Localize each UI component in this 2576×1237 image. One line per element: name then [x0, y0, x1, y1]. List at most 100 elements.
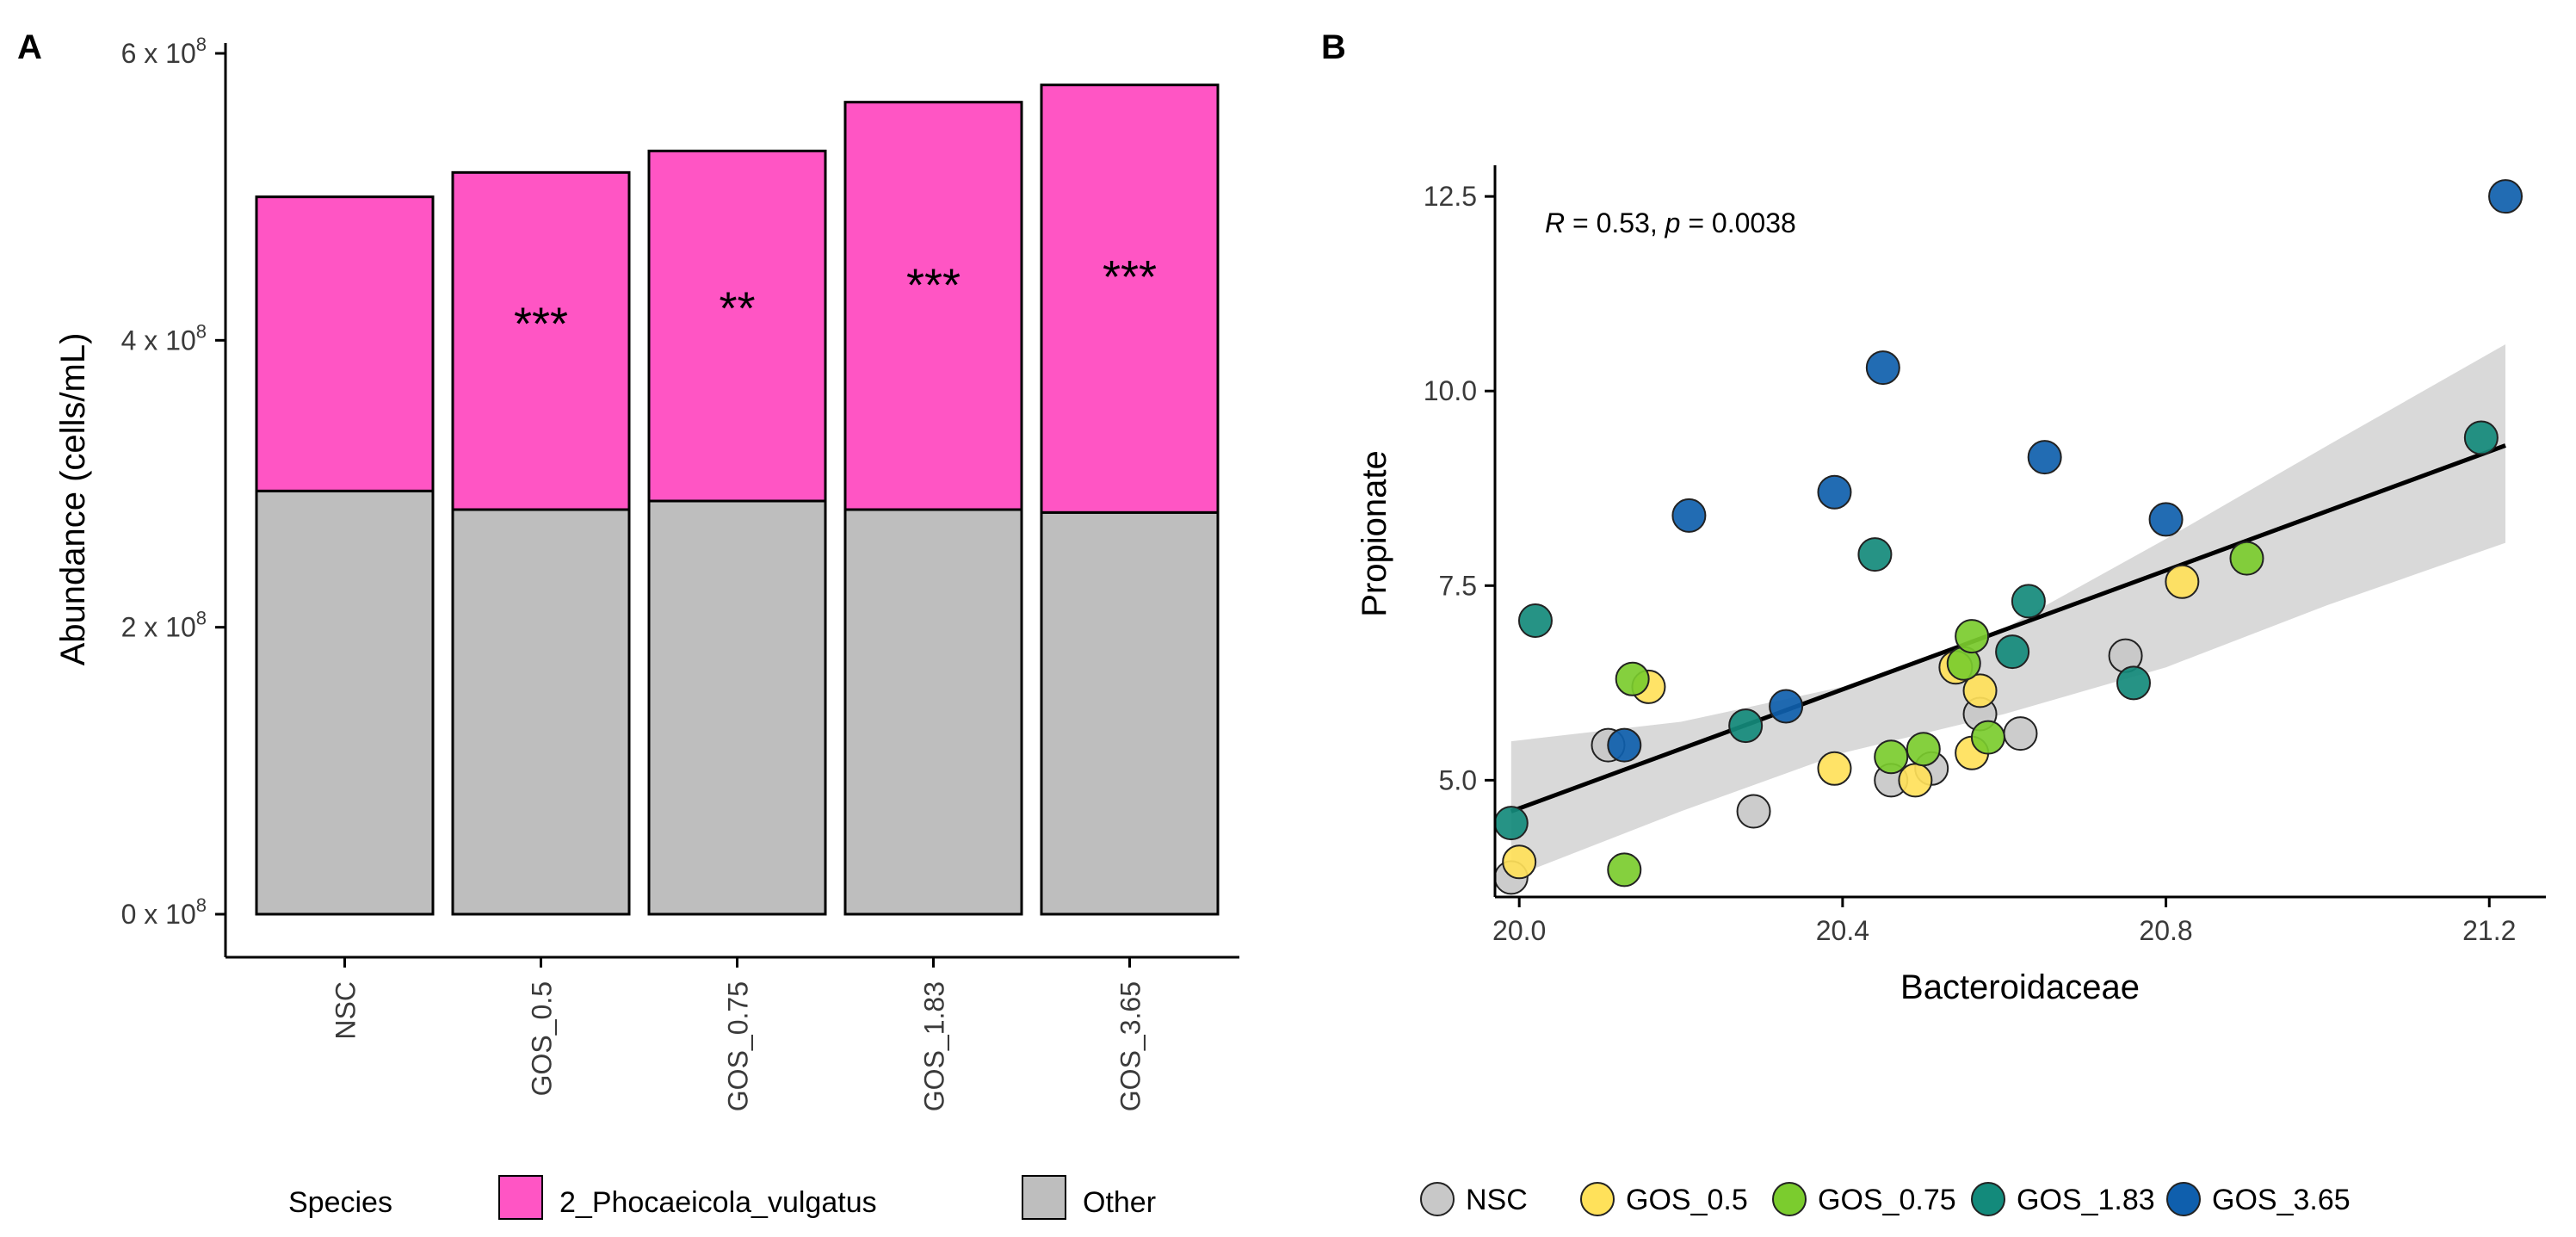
- bar-gos-3-65-other: [1040, 510, 1220, 916]
- b-y-ticks: 5.0 7.5 10.0 12.5: [1424, 181, 1495, 795]
- b-y-tick-label: 7.5: [1439, 570, 1477, 601]
- b-regression-line: [1510, 443, 2506, 813]
- point-gos-1-83: [2116, 665, 2151, 701]
- bar-nsc-other: [255, 489, 435, 916]
- b-r-label: R: [1545, 207, 1565, 238]
- point-gos-0-75: [2229, 541, 2264, 576]
- sig-label-gos-0-5: ***: [514, 299, 568, 350]
- b-p-label: p: [1665, 207, 1681, 238]
- point-gos-3-65: [1865, 350, 1900, 386]
- bar-gos-0-75-phocaeicola: [647, 149, 827, 503]
- b-p-value: = 0.0038: [1680, 207, 1795, 238]
- point-gos-3-65: [1817, 474, 1852, 510]
- bar-gos-3-65-phocaeicola: [1040, 83, 1220, 514]
- b-legend-label-gos-3-65: GOS_3.65: [2212, 1184, 2351, 1216]
- b-legend: NSC GOS_0.5 GOS_0.75 GOS_1.83 GOS_3.65: [1420, 1182, 2351, 1216]
- b-legend-marker-gos-0-75: [1772, 1182, 1807, 1216]
- point-gos-1-83: [1493, 806, 1529, 841]
- point-gos-1-83: [2463, 420, 2499, 455]
- a-y-tick-label: 4 x 108: [121, 320, 207, 356]
- point-gos-1-83: [1995, 634, 2030, 670]
- b-x-tick-label: 20.8: [2139, 915, 2192, 946]
- point-gos-1-83: [1517, 603, 1553, 638]
- point-gos-3-65: [1769, 689, 1804, 724]
- a-y-axis-title: Abundance (cells/mL): [54, 333, 92, 666]
- a-legend-label-other: Other: [1083, 1186, 1156, 1219]
- a-legend-swatch-other: [1022, 1175, 1066, 1220]
- b-legend-marker-nsc: [1420, 1182, 1455, 1216]
- point-nsc: [1736, 794, 1771, 829]
- point-gos-1-83: [2011, 584, 2046, 619]
- point-gos-0-5: [1502, 844, 1537, 880]
- point-gos-0-75: [1607, 852, 1642, 888]
- point-gos-0-75: [1970, 720, 2005, 755]
- a-y-tick-label: 0 x 108: [121, 894, 207, 930]
- a-legend: Species 2_Phocaeicola_vulgatus Other: [288, 1175, 1156, 1220]
- point-gos-0-5: [2165, 564, 2200, 599]
- b-legend-marker-gos-1-83: [1971, 1182, 2005, 1216]
- point-gos-0-75: [1955, 619, 1990, 654]
- b-r-value: = 0.53,: [1565, 207, 1665, 238]
- b-x-ticks: 20.0 20.4 20.8 21.2: [1492, 897, 2516, 946]
- b-y-axis-title: Propionate: [1356, 450, 1393, 616]
- a-legend-swatch-phocaeicola: [498, 1175, 543, 1220]
- a-x-tick-label: GOS_0.5: [527, 981, 558, 1096]
- a-y-tick-label: 2 x 108: [121, 608, 207, 643]
- a-y-tick-label: 6 x 108: [121, 34, 207, 69]
- panel-b-scatter-plot: 5.0 7.5 10.0 12.5 20.0 20.4 20.8 21.2 Bacteroi…: [1356, 165, 2546, 1216]
- sig-label-gos-0-75: **: [719, 282, 755, 334]
- point-gos-3-65: [1671, 498, 1707, 533]
- b-legend-label-gos-1-83: GOS_1.83: [2017, 1184, 2155, 1216]
- a-x-tick-label: GOS_3.65: [1115, 981, 1146, 1111]
- bar-gos-0-5-phocaeicola: [451, 170, 631, 511]
- bar-nsc-phocaeicola: [255, 195, 435, 492]
- bar-gos-0-5-other: [451, 508, 631, 916]
- b-y-tick-label: 12.5: [1424, 181, 1477, 212]
- b-x-tick-label: 21.2: [2462, 915, 2516, 946]
- a-x-tick-label: GOS_1.83: [919, 981, 950, 1111]
- b-x-tick-label: 20.4: [1816, 915, 1869, 946]
- point-nsc: [2003, 716, 2038, 751]
- point-gos-0-5: [1898, 763, 1933, 798]
- bar-gos-1-83-other: [843, 508, 1023, 916]
- a-significance-labels: *** ** *** ***: [514, 251, 1157, 349]
- b-legend-marker-gos-0-5: [1580, 1182, 1615, 1216]
- a-legend-title: Species: [288, 1186, 392, 1219]
- a-x-tick-label: GOS_0.75: [723, 981, 754, 1111]
- panel-b-letter: B: [1321, 28, 1346, 66]
- point-gos-0-5: [1817, 751, 1852, 786]
- point-gos-3-65: [2488, 179, 2523, 214]
- a-x-ticks: NSC GOS_0.5 GOS_0.75 GOS_1.83 GOS_3.65: [330, 957, 1146, 1111]
- panel-a-letter: A: [17, 28, 42, 66]
- point-gos-1-83: [1857, 537, 1893, 572]
- b-y-tick-label: 10.0: [1424, 375, 1477, 406]
- b-y-tick-label: 5.0: [1439, 764, 1477, 795]
- a-x-tick-label: NSC: [330, 981, 361, 1040]
- bar-gos-1-83-phocaeicola: [843, 101, 1023, 511]
- point-gos-3-65: [2027, 440, 2062, 475]
- b-confidence-band: [1510, 344, 2505, 878]
- sig-label-gos-1-83: ***: [906, 260, 961, 312]
- point-gos-3-65: [2148, 502, 2184, 537]
- point-gos-0-75: [1615, 661, 1650, 696]
- a-bars: [255, 83, 1220, 916]
- b-legend-label-gos-0-75: GOS_0.75: [1818, 1184, 1956, 1216]
- a-legend-label-phocaeicola: 2_Phocaeicola_vulgatus: [559, 1186, 877, 1219]
- b-x-axis-title: Bacteroidaceae: [1900, 968, 2140, 1006]
- b-legend-label-nsc: NSC: [1466, 1184, 1528, 1216]
- point-gos-0-75: [1874, 739, 1909, 775]
- point-gos-0-75: [1906, 732, 1941, 767]
- point-gos-3-65: [1607, 727, 1642, 763]
- b-correlation-annotation: R = 0.53, p = 0.0038: [1545, 207, 1796, 238]
- b-legend-marker-gos-3-65: [2166, 1182, 2201, 1216]
- point-gos-0-5: [1962, 673, 1998, 708]
- b-legend-label-gos-0-5: GOS_0.5: [1626, 1184, 1748, 1216]
- a-y-ticks: 0 x 108 2 x 108 4 x 108 6 x 108: [121, 34, 225, 930]
- b-x-tick-label: 20.0: [1492, 915, 1546, 946]
- point-gos-1-83: [1728, 708, 1764, 744]
- bar-gos-0-75-other: [647, 499, 827, 916]
- b-points: [1493, 179, 2523, 895]
- sig-label-gos-3-65: ***: [1103, 251, 1157, 303]
